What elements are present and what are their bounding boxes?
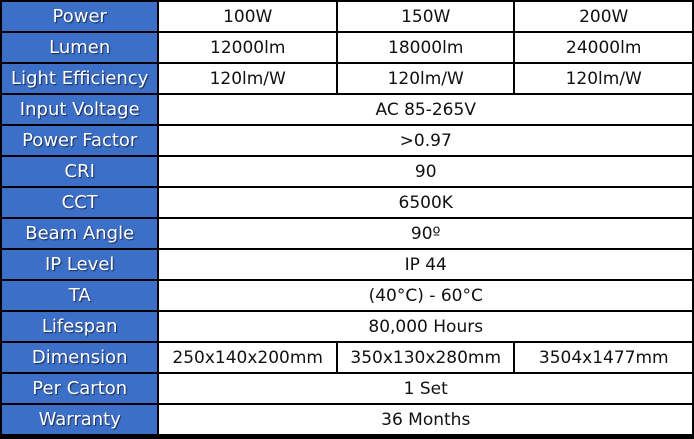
cell-value: 100W xyxy=(159,2,336,31)
row-label: CCT xyxy=(2,188,158,217)
table-row: Warranty 36 Months xyxy=(2,405,692,434)
table-row: Lumen 12000lm 18000lm 24000lm xyxy=(2,33,692,62)
table-row: Input Voltage AC 85-265V xyxy=(2,95,692,124)
cell-value: 90º xyxy=(159,219,692,248)
cell-value: 120lm/W xyxy=(337,64,514,93)
row-label: Beam Angle xyxy=(2,219,158,248)
cell-value: 90 xyxy=(159,157,692,186)
cell-value: 24000lm xyxy=(515,33,692,62)
table-row: Per Carton 1 Set xyxy=(2,374,692,403)
cell-value: >0.97 xyxy=(159,126,692,155)
cell-value: 250x140x200mm xyxy=(159,343,336,372)
row-label: IP Level xyxy=(2,250,158,279)
row-label: Light Efficiency xyxy=(2,64,158,93)
table-row: IP Level IP 44 xyxy=(2,250,692,279)
row-label: TA xyxy=(2,281,158,310)
cell-value: (40°C) - 60°C xyxy=(159,281,692,310)
cell-value: 120lm/W xyxy=(515,64,692,93)
row-label: Per Carton xyxy=(2,374,158,403)
cell-value: 6500K xyxy=(159,188,692,217)
cell-value: 350x130x280mm xyxy=(337,343,514,372)
table-row: Beam Angle 90º xyxy=(2,219,692,248)
cell-value: 3504x1477mm xyxy=(515,343,692,372)
cell-value: 1 Set xyxy=(159,374,692,403)
table-body: Power 100W 150W 200W Lumen 12000lm 18000lm 2400… xyxy=(2,2,692,434)
row-label: Power Factor xyxy=(2,126,158,155)
cell-value: AC 85-265V xyxy=(159,95,692,124)
cell-value: 150W xyxy=(337,2,514,31)
row-label: Lumen xyxy=(2,33,158,62)
cell-value: 12000lm xyxy=(159,33,336,62)
table-row: Lifespan 80,000 Hours xyxy=(2,312,692,341)
table-row: CCT 6500K xyxy=(2,188,692,217)
row-label: Input Voltage xyxy=(2,95,158,124)
table-row: Power 100W 150W 200W xyxy=(2,2,692,31)
cell-value: 120lm/W xyxy=(159,64,336,93)
cell-value: IP 44 xyxy=(159,250,692,279)
table-row: Light Efficiency 120lm/W 120lm/W 120lm/W xyxy=(2,64,692,93)
table-row: TA (40°C) - 60°C xyxy=(2,281,692,310)
cell-value: 36 Months xyxy=(159,405,692,434)
row-label: Warranty xyxy=(2,405,158,434)
row-label: Dimension xyxy=(2,343,158,372)
table-row: Dimension 250x140x200mm 350x130x280mm 3504x… xyxy=(2,343,692,372)
row-label: CRI xyxy=(2,157,158,186)
row-label: Power xyxy=(2,2,158,31)
table-row: CRI 90 xyxy=(2,157,692,186)
row-label: Lifespan xyxy=(2,312,158,341)
table-row: Power Factor >0.97 xyxy=(2,126,692,155)
cell-value: 80,000 Hours xyxy=(159,312,692,341)
cell-value: 18000lm xyxy=(337,33,514,62)
cell-value: 200W xyxy=(515,2,692,31)
